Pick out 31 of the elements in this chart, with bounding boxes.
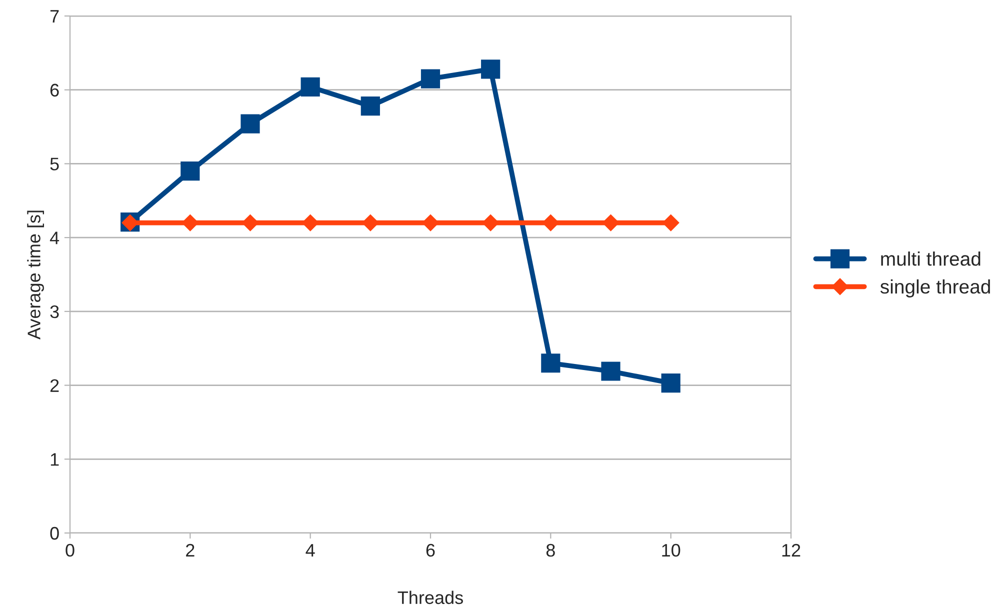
y-tick-label: 3: [50, 305, 59, 318]
point: [541, 354, 560, 373]
point: [661, 374, 680, 393]
point: [362, 214, 379, 232]
x-tick-label: 0: [66, 544, 74, 557]
y-axis-title: Average time [s]: [27, 210, 44, 340]
legend-label: multi thread: [881, 252, 980, 266]
x-tick-label: 2: [186, 544, 194, 556]
x-tick-label: 6: [426, 544, 435, 557]
point: [482, 214, 499, 232]
y-tick-label: 6: [50, 84, 59, 97]
y-tick-label: 0: [50, 526, 59, 540]
point: [240, 114, 260, 134]
point: [360, 96, 380, 116]
y-tick-label: 4: [50, 232, 60, 244]
y-tick-label: 5: [50, 158, 59, 170]
legend-label: single thread: [880, 279, 990, 298]
y-tick-label: 1: [50, 453, 59, 466]
point: [601, 362, 620, 381]
x-tick-label: 8: [546, 544, 555, 557]
x-tick-label: 10: [662, 544, 680, 557]
x-tick-label: 12: [782, 544, 800, 556]
point: [180, 162, 200, 181]
y-tick-label: 7: [50, 10, 59, 23]
point: [481, 60, 500, 79]
point: [420, 69, 440, 88]
x-tick-label: 4: [306, 544, 315, 556]
x-axis-title: Threads: [398, 590, 463, 604]
point: [300, 77, 320, 96]
y-tick-label: 2: [50, 379, 59, 392]
point: [422, 214, 439, 232]
